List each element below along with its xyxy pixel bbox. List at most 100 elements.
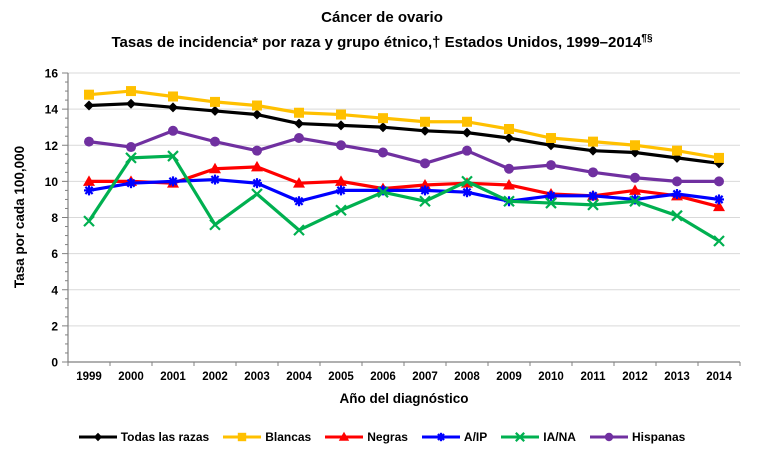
data-point-marker (84, 136, 94, 147)
data-point-marker (420, 125, 430, 136)
data-point-marker (588, 167, 598, 178)
legend-swatch (501, 432, 540, 442)
data-point-marker (714, 176, 724, 187)
x-tick-label: 2007 (412, 371, 438, 383)
y-axis-title: Tasa por cada 100,000 (12, 145, 27, 289)
y-tick-label: 10 (45, 175, 59, 189)
data-point-marker (294, 196, 304, 206)
legend-label: Negras (367, 430, 408, 444)
data-point-marker (378, 113, 388, 124)
data-point-marker (437, 433, 445, 441)
data-point-marker (419, 195, 431, 208)
x-tick-label: 2013 (664, 371, 690, 383)
x-tick-label: 2006 (370, 371, 396, 383)
legend-label: A/IP (463, 430, 488, 444)
data-point-marker (420, 116, 430, 127)
data-point-marker (125, 152, 137, 164)
data-point-marker (503, 195, 515, 208)
data-point-marker (378, 122, 388, 133)
data-point-marker (293, 224, 305, 236)
data-point-marker (126, 142, 136, 153)
data-point-marker (294, 107, 304, 118)
series-line-ia-na (87, 154, 720, 243)
x-tick-label: 2005 (328, 371, 354, 383)
data-point-marker (462, 187, 472, 197)
data-point-marker (630, 172, 640, 183)
x-tick-label: 2009 (496, 371, 522, 383)
data-point-marker (336, 120, 346, 131)
data-point-marker (588, 145, 598, 156)
data-point-marker (378, 147, 388, 158)
data-point-marker (336, 109, 346, 120)
data-point-marker (714, 195, 724, 204)
data-point-marker (588, 191, 598, 201)
series-line-hispanas (88, 129, 719, 183)
legend-swatch (78, 432, 117, 442)
data-point-marker (209, 162, 221, 174)
data-point-marker (672, 189, 682, 199)
legend-item-negras: Negras (325, 430, 408, 444)
data-point-marker (503, 178, 515, 190)
y-tick-label: 12 (45, 139, 59, 153)
data-point-marker (672, 145, 682, 156)
series-line-a-ip (88, 177, 720, 203)
data-point-marker (252, 100, 262, 111)
data-point-marker (210, 96, 220, 107)
data-point-marker (461, 175, 473, 188)
data-point-marker (671, 209, 683, 222)
series-line-todas-las-razas (88, 102, 720, 165)
data-point-marker (210, 105, 220, 116)
legend-label: Blancas (265, 430, 312, 444)
x-tick-label: 1999 (76, 371, 102, 383)
data-point-marker (251, 188, 263, 200)
data-point-marker (209, 218, 221, 231)
data-point-marker (546, 160, 556, 171)
data-point-marker (504, 133, 514, 144)
data-point-marker (336, 140, 346, 151)
legend-item-todas-las-razas: Todas las razas (78, 430, 210, 444)
data-point-marker (630, 140, 640, 151)
data-point-marker (251, 160, 263, 172)
legend-item-blancas: Blancas (223, 430, 311, 444)
data-point-marker (252, 145, 262, 156)
data-point-marker (93, 432, 102, 442)
data-point-marker (126, 178, 136, 188)
legend-swatch (223, 432, 262, 442)
data-point-marker (604, 432, 614, 442)
data-point-marker (672, 176, 682, 187)
chart-title-line2: Tasas de incidencia* por raza y grupo ét… (111, 33, 653, 51)
data-point-marker (168, 125, 178, 136)
data-point-marker (504, 163, 514, 174)
data-point-marker (168, 102, 178, 113)
data-point-marker (629, 184, 641, 195)
data-point-marker (126, 86, 136, 97)
legend-label: Todas las razas (120, 430, 210, 444)
data-point-marker (252, 109, 262, 120)
data-point-marker (545, 197, 557, 209)
x-tick-label: 2000 (118, 371, 144, 383)
data-point-marker (713, 235, 725, 247)
data-point-marker (210, 175, 220, 184)
data-point-marker (420, 158, 430, 169)
y-tick-label: 0 (51, 356, 58, 370)
x-tick-label: 2014 (706, 371, 732, 383)
y-tick-label: 4 (51, 283, 58, 297)
series-line-negras (89, 165, 720, 209)
data-point-marker (84, 100, 94, 111)
legend-label: IA/NA (543, 430, 576, 444)
y-tick-label: 2 (51, 319, 58, 333)
data-point-marker (168, 91, 178, 102)
data-point-marker (629, 195, 641, 208)
data-point-marker (252, 178, 262, 188)
data-point-marker (462, 116, 472, 127)
legend-swatch (589, 432, 628, 442)
data-point-marker (84, 186, 94, 195)
data-point-marker (504, 123, 514, 134)
data-point-marker (294, 133, 304, 144)
data-point-marker (420, 186, 430, 195)
data-point-marker (84, 89, 94, 100)
data-point-marker (377, 186, 389, 198)
data-point-marker (238, 432, 247, 442)
legend-item-a-ip: A/IP (421, 430, 488, 444)
